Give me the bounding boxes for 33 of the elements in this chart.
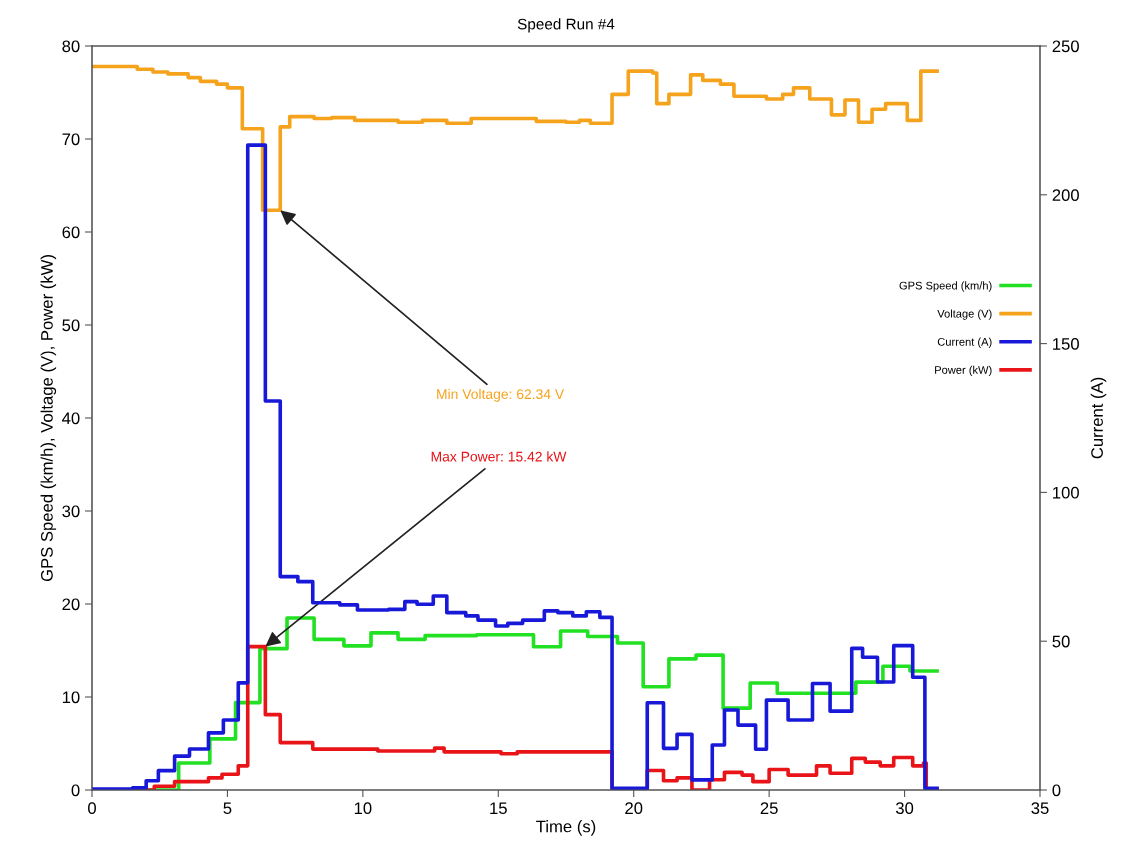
y2-tick-label: 250 — [1052, 40, 1079, 53]
x-tick-label: 30 — [895, 802, 914, 815]
legend-label: Power (kW) — [935, 365, 992, 377]
y-tick-label: 40 — [62, 412, 80, 425]
y-tick-label: 60 — [62, 226, 80, 239]
y-tick-label: 10 — [62, 691, 80, 704]
annotation: Max Power: 15.42 kW — [431, 451, 567, 462]
y-axis-title: GPS Speed (km/h), Voltage (V), Power (kW) — [40, 255, 57, 582]
y-tick-label: 20 — [62, 598, 80, 611]
y-tick-label: 0 — [71, 784, 80, 797]
x-tick-label: 25 — [760, 802, 778, 815]
y-tick-label: 70 — [62, 133, 80, 146]
annotation: Min Voltage: 62.34 V — [437, 388, 565, 402]
x-tick-label: 15 — [490, 802, 507, 815]
y-tick-label: 50 — [62, 319, 80, 332]
x-tick-label: 10 — [354, 802, 372, 815]
y2-tick-label: 50 — [1052, 635, 1070, 648]
x-tick-label: 5 — [223, 802, 232, 815]
y2-tick-label: 200 — [1052, 189, 1079, 201]
y-tick-label: 80 — [62, 40, 80, 53]
y-tick-label: 30 — [62, 505, 80, 518]
x-tick-label: 0 — [88, 802, 96, 815]
legend-label: GPS Speed (km/h) — [899, 281, 992, 292]
y2-tick-label: 150 — [1053, 338, 1079, 350]
legend-label: Current (A) — [937, 337, 992, 348]
x-tick-label: 20 — [625, 802, 643, 815]
x-axis-title: Time (s) — [536, 820, 596, 836]
chart-title: Speed Run #4 — [517, 18, 615, 33]
x-tick-label: 35 — [1031, 802, 1049, 815]
y2-tick-label: 100 — [1053, 486, 1079, 499]
y2-axis-title: Current (A) — [1090, 377, 1107, 459]
y2-tick-label: 0 — [1052, 784, 1061, 797]
legend-label: Voltage (V) — [937, 309, 992, 320]
